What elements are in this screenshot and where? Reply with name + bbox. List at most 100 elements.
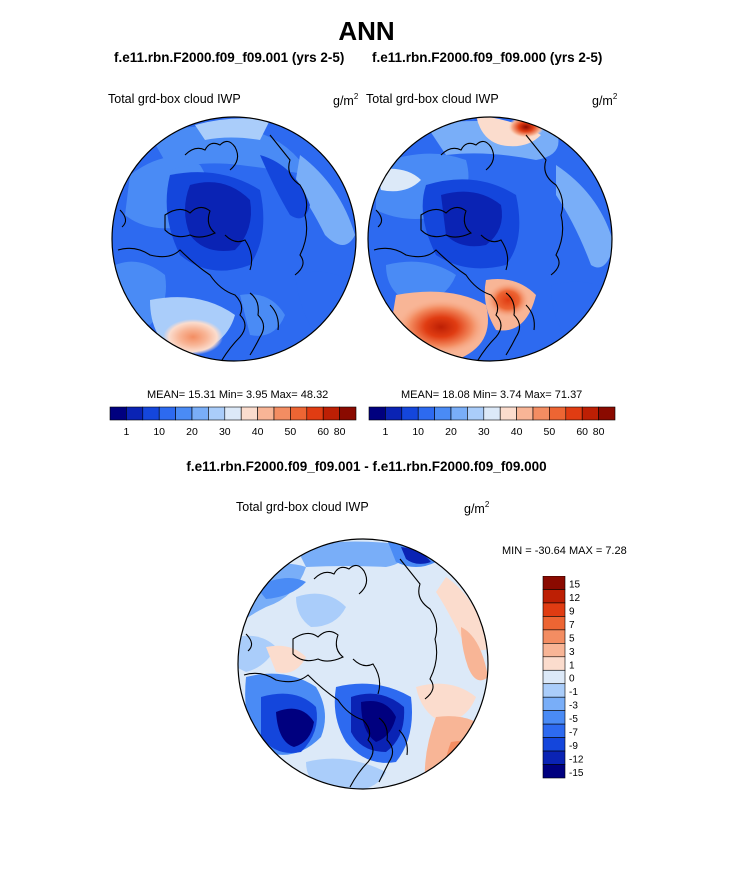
panel2-colorbar-label: 40 [511,426,523,438]
difference-colorbar-label: 5 [569,633,575,644]
difference-field-region [296,541,407,567]
difference-title: f.e11.rbn.F2000.f09_f09.001 - f.e11.rbn.… [186,459,547,474]
panel2-field-maximum [486,282,530,318]
panel2-colorbar-cell [549,406,567,421]
panel1-colorbar-cell [224,406,242,421]
panel2-stats: MEAN= 18.08 Min= 3.74 Max= 71.37 [401,389,583,401]
panel2-field-region [476,117,541,147]
panel2-colorbar-cell [483,406,501,421]
panel1-map-border [111,116,357,362]
panel2-unit-base: g/m [592,94,613,108]
difference-colorbar-cell [542,616,566,631]
panel1-field-region [240,294,285,336]
difference-colorbar-cell [542,643,566,658]
panel2-colorbar-cell [581,406,599,421]
difference-map-border [237,538,489,790]
difference-field-region [296,593,346,627]
panel2-field-maximum [396,299,486,355]
panel2-unit-label: g/m2 [592,92,617,108]
difference-colorbar-cell [542,629,566,644]
panel1-colorbar-label: 20 [186,426,198,438]
panel1-polar-map [111,116,357,362]
difference-colorbar-label: 12 [569,593,581,604]
panel1-colorbar-cell [109,406,127,421]
difference-field-region [276,708,314,747]
difference-colorbar-label: -12 [569,755,584,766]
difference-colorbar-label: 1 [569,660,575,671]
panel1-colorbar-cell [290,406,308,421]
panel1-unit-base: g/m [333,94,354,108]
panel1-colorbar-label: 1 [123,426,129,438]
panel2-colorbar-cell [434,406,452,421]
panel1-colorbar-cell [273,406,291,421]
difference-colorbar-cell [542,602,566,617]
panel2-polar-map [367,116,613,362]
difference-colorbar-cell [542,669,566,685]
panel2-colorbar-label: 80 [593,426,605,438]
difference-colorbar-label: 3 [569,647,575,658]
panel2-variable-label: Total grd-box cloud IWP [366,92,499,106]
panel1-stats: MEAN= 15.31 Min= 3.95 Max= 48.32 [147,389,329,401]
panel1-colorbar-cell [322,406,340,421]
panel2-colorbar-cell [368,406,386,421]
panel1-colorbar-cell [191,406,209,421]
panel2-colorbar-label: 50 [544,426,556,438]
panel2-colorbar: 1 10 20 30 40 50 60 80 [368,406,616,438]
difference-colorbar-cell [542,696,566,711]
difference-colorbar-cell [542,656,566,671]
difference-colorbar-label: -5 [569,714,578,725]
difference-colorbar-label: -7 [569,728,578,739]
difference-colorbar-cell [542,723,566,738]
difference-colorbar-label: -9 [569,741,578,752]
panel1-coastlines [117,134,308,361]
panel1-colorbar: 1 10 20 30 40 50 60 80 [109,406,357,438]
panel2-colorbar-cell [467,406,485,421]
panel2-colorbar-label: 30 [478,426,490,438]
panel2-colorbar-cell [450,406,468,421]
difference-colorbar-cell [542,589,566,604]
panel1-colorbar-cell [158,406,176,421]
panel2-field-region [441,191,502,247]
panel1-field-region [185,182,251,251]
panel1-colorbar-label: 60 [317,426,329,438]
difference-colorbar-cell [542,750,566,765]
difference-coastlines [243,558,438,788]
panel2-colorbar-cell [401,406,419,421]
difference-colorbar-cell [542,683,566,698]
difference-colorbar-label: -1 [569,687,578,698]
panel2-coastlines [373,134,564,361]
difference-colorbar-label: -15 [569,768,584,779]
difference-field-region [444,740,488,789]
panel1-colorbar-cell [175,406,193,421]
difference-stats: MIN = -30.64 MAX = 7.28 [502,545,627,557]
panel2-colorbar-cell [565,406,583,421]
difference-polar-map [237,538,489,790]
difference-field-region [238,635,276,672]
panel1-unit-label: g/m2 [333,92,358,108]
panel1-field-region [260,155,310,219]
panel2-colorbar-cell [385,406,403,421]
difference-field-region [266,645,306,673]
panel2-colorbar-cell [417,406,435,421]
difference-colorbar: 15 12 9 7 5 3 1 0 -1 -3 -5 -7 -9 -12 -15 [542,576,584,779]
panel1-field-maximum [163,319,223,355]
panel1-colorbar-label: 10 [153,426,165,438]
difference-colorbar-cell [542,737,566,752]
panel1-field-region [195,118,270,140]
difference-colorbar-cell [542,764,566,779]
panel2-field-region [376,168,421,192]
panel1-colorbar-cell [339,406,357,421]
main-title: ANN [338,16,395,46]
difference-field-region [401,547,431,564]
panel1-variable-label: Total grd-box cloud IWP [108,92,241,106]
panel1-colorbar-label: 40 [252,426,264,438]
panel2-colorbar-label: 1 [382,426,388,438]
panel2-colorbar-cell [532,406,550,421]
difference-colorbar-label: -3 [569,701,578,712]
difference-colorbar-label: 15 [569,579,581,590]
panel1-colorbar-cell [257,406,275,421]
difference-unit-base: g/m [464,502,485,516]
panel1-colorbar-cell [306,406,324,421]
panel1-colorbar-label: 30 [219,426,231,438]
panel1-colorbar-cell [142,406,160,421]
